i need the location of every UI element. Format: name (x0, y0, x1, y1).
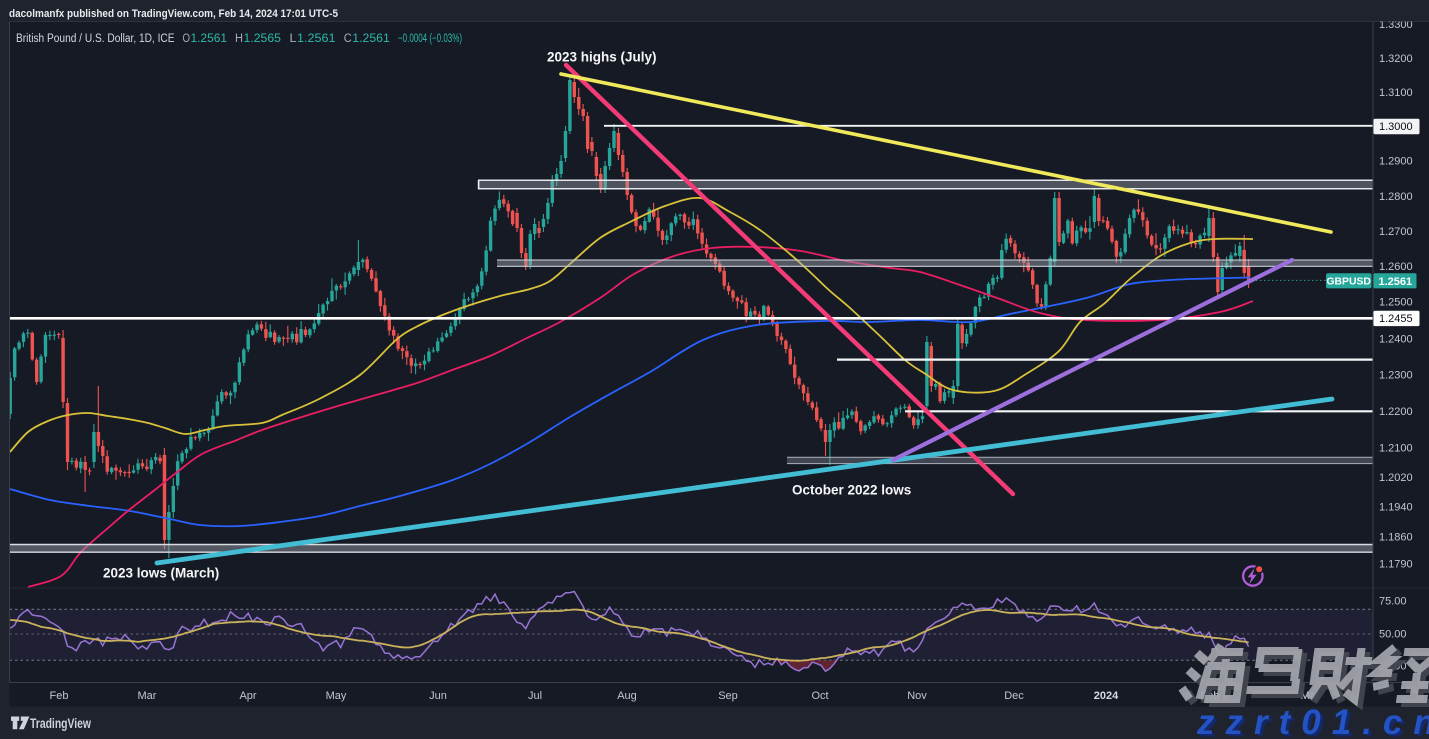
svg-text:Dec: Dec (1004, 690, 1024, 702)
svg-text:2023 lows (March): 2023 lows (March) (103, 566, 219, 581)
svg-text:1.2100: 1.2100 (1379, 442, 1413, 454)
svg-text:L: L (290, 33, 298, 45)
svg-text:Oct: Oct (811, 690, 828, 702)
svg-text:2024: 2024 (1094, 690, 1119, 702)
svg-text:Jul: Jul (528, 690, 542, 702)
svg-text:TradingView: TradingView (30, 716, 91, 731)
svg-text:May: May (326, 690, 347, 702)
svg-text:Aug: Aug (617, 690, 637, 702)
svg-text:1.2200: 1.2200 (1379, 406, 1413, 418)
svg-text:1.2020: 1.2020 (1379, 472, 1413, 484)
svg-text:1.1940: 1.1940 (1379, 501, 1413, 513)
svg-text:1.3200: 1.3200 (1379, 53, 1413, 65)
svg-text:British Pound / U.S. Dollar, 1: British Pound / U.S. Dollar, 1D, ICE (16, 33, 175, 45)
svg-text:1.2400: 1.2400 (1379, 333, 1413, 345)
svg-text:Nov: Nov (907, 690, 927, 702)
svg-text:1.2561: 1.2561 (191, 33, 228, 45)
svg-text:zzrt01.cn: zzrt01.cn (1196, 703, 1429, 739)
svg-text:zzrt01.cn: zzrt01.cn (1199, 706, 1429, 739)
svg-text:1.2600: 1.2600 (1379, 261, 1413, 273)
svg-text:October 2022 lows: October 2022 lows (792, 483, 911, 498)
svg-text:H: H (235, 33, 243, 45)
svg-text:1.2561: 1.2561 (297, 33, 336, 45)
svg-text:1.1860: 1.1860 (1379, 531, 1413, 543)
svg-text:1.3000: 1.3000 (1379, 121, 1413, 133)
svg-text:−0.0004 (−0.03%): −0.0004 (−0.03%) (398, 33, 462, 45)
svg-text:Sep: Sep (718, 690, 738, 702)
svg-text:1.2561: 1.2561 (1379, 276, 1413, 288)
svg-text:1.1790: 1.1790 (1379, 558, 1413, 570)
svg-text:dacolmanfx published on Tradin: dacolmanfx published on TradingView.com,… (9, 8, 338, 20)
svg-text:1.2900: 1.2900 (1379, 155, 1413, 167)
svg-text:1.2455: 1.2455 (1379, 313, 1413, 325)
svg-text:C: C (344, 33, 352, 45)
svg-text:Apr: Apr (239, 690, 256, 702)
svg-text:1.2561: 1.2561 (352, 33, 390, 45)
svg-text:50.00: 50.00 (1379, 628, 1407, 640)
svg-text:Jun: Jun (429, 690, 447, 702)
svg-text:1.2565: 1.2565 (244, 33, 282, 45)
svg-text:GBPUSD: GBPUSD (1326, 277, 1371, 288)
svg-text:1.3100: 1.3100 (1379, 87, 1413, 99)
svg-text:O: O (183, 33, 191, 45)
svg-text:1.2800: 1.2800 (1379, 191, 1413, 203)
svg-text:1.2500: 1.2500 (1379, 296, 1413, 308)
svg-text:1.2300: 1.2300 (1379, 369, 1413, 381)
svg-text:1.2700: 1.2700 (1379, 226, 1413, 238)
svg-text:1.3300: 1.3300 (1379, 19, 1413, 31)
svg-text:Feb: Feb (50, 690, 69, 702)
svg-text:75.00: 75.00 (1379, 596, 1407, 608)
svg-text:2023 highs (July): 2023 highs (July) (547, 50, 657, 65)
svg-text:Mar: Mar (138, 690, 157, 702)
